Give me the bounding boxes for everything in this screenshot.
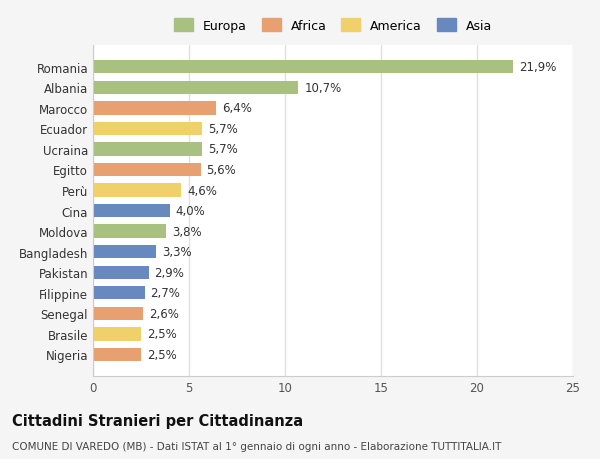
Bar xyxy=(93,328,141,341)
Legend: Europa, Africa, America, Asia: Europa, Africa, America, Asia xyxy=(170,15,496,36)
Text: 2,9%: 2,9% xyxy=(154,266,184,279)
Bar xyxy=(93,184,181,197)
Bar xyxy=(93,102,216,115)
Text: 10,7%: 10,7% xyxy=(304,82,341,95)
Text: 6,4%: 6,4% xyxy=(221,102,251,115)
Bar xyxy=(93,81,298,95)
Bar xyxy=(93,225,166,238)
Text: 21,9%: 21,9% xyxy=(519,61,557,74)
Text: 5,7%: 5,7% xyxy=(208,123,238,135)
Text: 4,0%: 4,0% xyxy=(176,205,205,218)
Text: COMUNE DI VAREDO (MB) - Dati ISTAT al 1° gennaio di ogni anno - Elaborazione TUT: COMUNE DI VAREDO (MB) - Dati ISTAT al 1°… xyxy=(12,441,502,451)
Bar xyxy=(93,286,145,300)
Bar xyxy=(93,143,202,156)
Bar xyxy=(93,61,514,74)
Text: 5,6%: 5,6% xyxy=(206,164,236,177)
Text: 3,8%: 3,8% xyxy=(172,225,202,238)
Text: 2,5%: 2,5% xyxy=(147,328,176,341)
Text: 4,6%: 4,6% xyxy=(187,184,217,197)
Bar xyxy=(93,204,170,218)
Text: 5,7%: 5,7% xyxy=(208,143,238,156)
Bar xyxy=(93,123,202,136)
Text: 2,6%: 2,6% xyxy=(149,307,179,320)
Bar xyxy=(93,163,200,177)
Bar xyxy=(93,348,141,361)
Bar xyxy=(93,266,149,280)
Bar xyxy=(93,307,143,320)
Text: 2,5%: 2,5% xyxy=(147,348,176,361)
Text: 2,7%: 2,7% xyxy=(151,287,181,300)
Text: 3,3%: 3,3% xyxy=(162,246,192,258)
Bar xyxy=(93,246,157,259)
Text: Cittadini Stranieri per Cittadinanza: Cittadini Stranieri per Cittadinanza xyxy=(12,413,303,428)
